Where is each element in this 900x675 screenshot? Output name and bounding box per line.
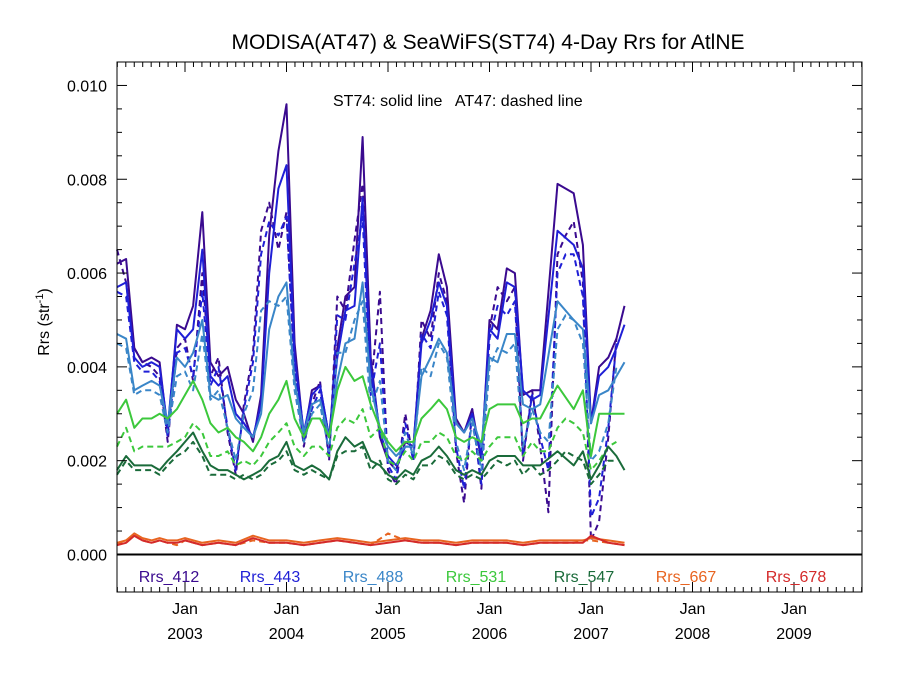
legend-entry-rrs-547: Rrs_547 xyxy=(554,569,615,586)
series-line-rrs-667-solid xyxy=(116,532,625,544)
x-tick-label-month: Jan xyxy=(172,601,198,618)
x-tick-label-month: Jan xyxy=(477,601,503,618)
y-tick-label: 0.010 xyxy=(67,78,107,95)
legend-entry-rrs-667: Rrs_667 xyxy=(656,569,717,586)
x-tick-label-month: Jan xyxy=(781,601,807,618)
series-line-rrs-547-dashed xyxy=(116,440,617,486)
y-tick-label: 0.000 xyxy=(67,547,107,564)
series-line-rrs-547-solid xyxy=(116,431,626,481)
plot-series xyxy=(116,103,626,547)
y-axis-label-sup: -1 xyxy=(34,294,46,304)
plot-axes: 0.000 0.002 0.004 0.006 0.008 0.010 Jan 2003 Jan… xyxy=(67,61,863,643)
series-line-rrs-412-solid xyxy=(116,103,626,472)
series-line-rrs-488-dashed xyxy=(116,295,618,472)
series-line-rrs-443-dashed xyxy=(116,215,618,518)
x-tick-label-year: 2008 xyxy=(675,626,711,643)
y-axis-label: Rrs (str-1) xyxy=(34,288,53,356)
legend-entry-rrs-488: Rrs_488 xyxy=(343,569,404,586)
legend-entry-rrs-443: Rrs_443 xyxy=(240,569,301,586)
legend-entry-rrs-531: Rrs_531 xyxy=(446,569,507,586)
series-line-rrs-531-solid xyxy=(116,365,625,457)
x-tick-label-year: 2003 xyxy=(167,626,203,643)
chart-annotation: ST74: solid line AT47: dashed line xyxy=(333,93,583,110)
legend-entry-rrs-678: Rrs_678 xyxy=(766,569,827,586)
series-line-rrs-488-solid xyxy=(116,281,626,457)
x-tick-label-year: 2006 xyxy=(472,626,508,643)
x-tick-label-year: 2004 xyxy=(269,626,305,643)
series-line-rrs-678-solid xyxy=(116,534,625,547)
series-line-rrs-443-solid xyxy=(116,164,626,467)
x-tick-label-year: 2007 xyxy=(573,626,609,643)
x-tick-label-month: Jan xyxy=(375,601,401,618)
legend-entry-rrs-412: Rrs_412 xyxy=(139,569,200,586)
y-tick-label: 0.002 xyxy=(67,454,107,471)
x-tick-label-year: 2009 xyxy=(776,626,812,643)
x-tick-label-month: Jan xyxy=(680,601,706,618)
x-tick-label-year: 2005 xyxy=(370,626,406,643)
x-tick-label-month: Jan xyxy=(578,601,604,618)
y-axis-label-close: ) xyxy=(36,288,53,293)
chart-title: MODISA(AT47) & SeaWiFS(ST74) 4-Day Rrs f… xyxy=(231,31,744,54)
x-tick-label-month: Jan xyxy=(274,601,300,618)
y-tick-label: 0.008 xyxy=(67,172,107,189)
plot-legend: Rrs_412 Rrs_443 Rrs_488 Rrs_531 Rrs_547 Rrs_6… xyxy=(139,569,827,586)
y-tick-label: 0.004 xyxy=(67,360,107,377)
y-axis-label-main: Rrs (str xyxy=(36,303,53,356)
y-tick-label: 0.006 xyxy=(67,266,107,283)
